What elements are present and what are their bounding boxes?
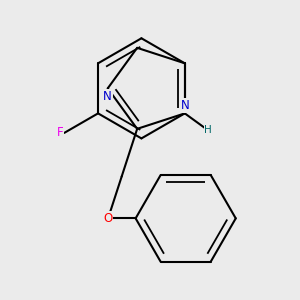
Text: N: N — [180, 99, 189, 112]
Text: H: H — [204, 125, 212, 135]
Text: N: N — [103, 90, 112, 103]
Text: O: O — [103, 212, 113, 225]
Text: F: F — [57, 126, 63, 140]
